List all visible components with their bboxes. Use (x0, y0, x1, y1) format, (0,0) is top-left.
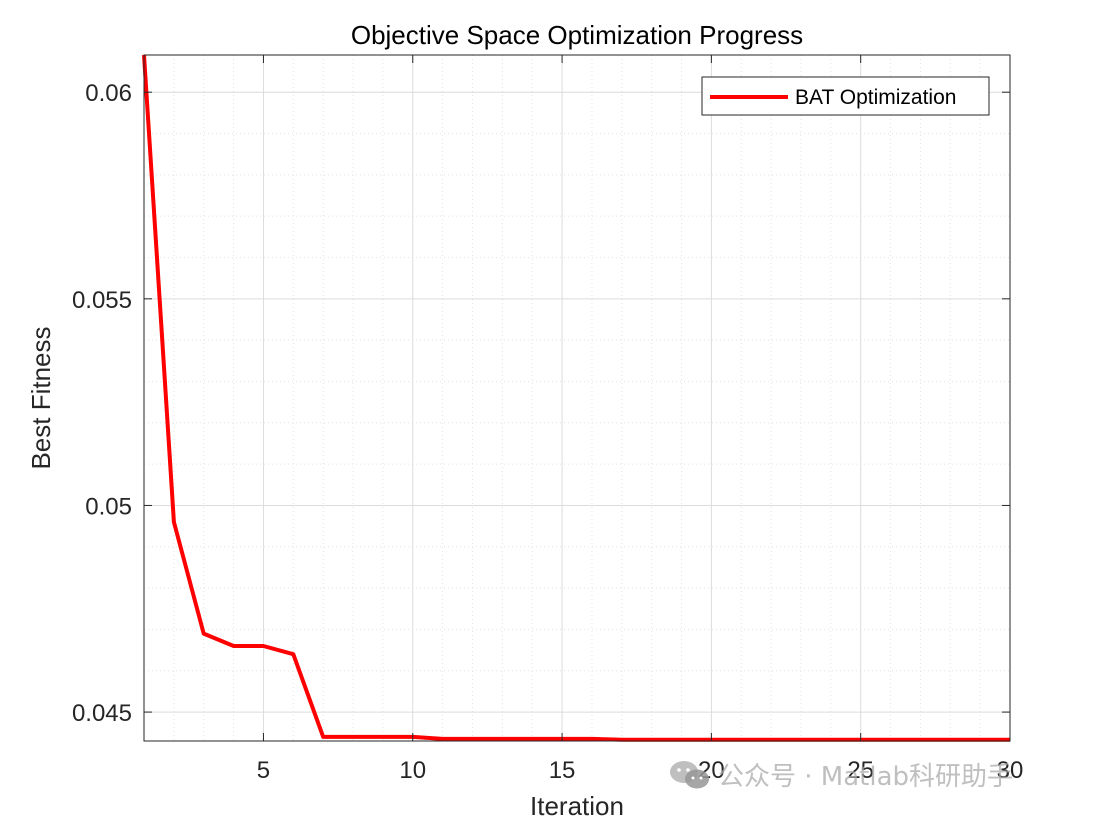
plot-frame (143, 54, 1011, 742)
axis-ticks: 5 10 15 20 25 30 0.045 0.05 0.055 0.06 (72, 55, 1023, 784)
chart-title: Objective Space Optimization Progress (351, 20, 803, 50)
x-tick-label: 25 (847, 757, 874, 784)
legend: BAT Optimization (701, 76, 990, 116)
series-lines (142, 54, 1010, 742)
y-tick-label: 0.055 (72, 287, 132, 314)
y-tick-label: 0.06 (85, 80, 132, 107)
x-tick-label: 10 (399, 757, 426, 784)
x-tick-label: 5 (257, 757, 270, 784)
x-axis-label: Iteration (530, 791, 624, 821)
x-tick-label: 30 (997, 757, 1024, 784)
y-tick-label: 0.045 (72, 700, 132, 727)
y-tick-label: 0.05 (85, 493, 132, 520)
plot-background (144, 55, 1010, 741)
series-line-bat (142, 54, 1010, 742)
y-axis-label: Best Fitness (26, 326, 56, 469)
x-tick-label: 20 (698, 757, 725, 784)
legend-label-bat: BAT Optimization (795, 86, 956, 109)
x-tick-label: 15 (549, 757, 576, 784)
